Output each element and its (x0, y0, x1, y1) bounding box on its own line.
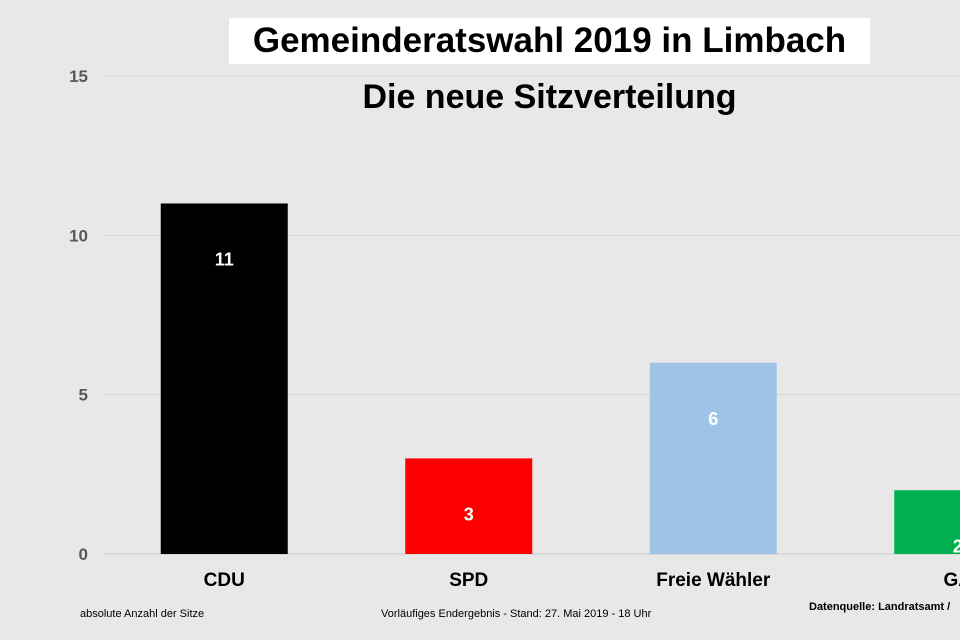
footer-left-note: absolute Anzahl der Sitze (80, 608, 205, 620)
x-tick-label: Freie Wähler (656, 570, 771, 591)
chart-title: Gemeinderatswahl 2019 in Limbach (252, 21, 847, 60)
bar (405, 458, 533, 554)
title-background (229, 18, 870, 64)
data-label: 11 (215, 249, 234, 269)
data-label: 2 (953, 536, 960, 556)
bar (160, 203, 288, 554)
footer-center-note: Vorläufiges Endergebnis - Stand: 27. Mai… (381, 608, 652, 620)
chart-subtitle: Die neue Sitzverteilung (362, 78, 737, 116)
footer-right-note: Datenquelle: Landratsamt / (809, 601, 951, 613)
y-tick-label: 5 (79, 386, 88, 405)
bar (894, 490, 960, 554)
x-tick-label: CDU (204, 570, 245, 591)
y-tick-label: 0 (79, 545, 88, 564)
x-tick-label: SPD (449, 570, 488, 591)
y-tick-label: 15 (69, 67, 88, 86)
data-label: 6 (708, 409, 718, 429)
bar (649, 362, 777, 554)
x-tick-label: GA (944, 570, 960, 591)
data-label: 3 (464, 504, 474, 524)
y-tick-label: 10 (69, 226, 88, 245)
